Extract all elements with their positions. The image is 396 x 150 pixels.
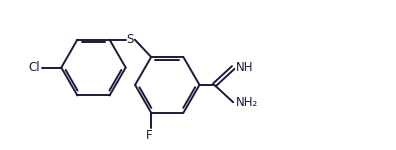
- Text: Cl: Cl: [29, 61, 40, 74]
- Text: NH₂: NH₂: [236, 96, 258, 109]
- Text: F: F: [146, 129, 152, 142]
- Text: NH: NH: [236, 61, 253, 74]
- Text: S: S: [127, 33, 134, 46]
